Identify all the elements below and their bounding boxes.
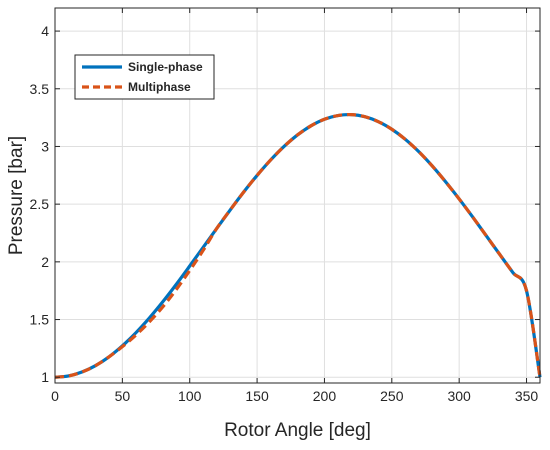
x-tick-label: 300: [447, 388, 471, 404]
legend: Single-phase Multiphase: [74, 54, 215, 100]
y-tick-label: 2: [41, 254, 49, 270]
x-tick-label: 200: [313, 388, 337, 404]
x-tick-label: 0: [51, 388, 59, 404]
y-axis-label: Pressure [bar]: [6, 136, 27, 255]
legend-box: [74, 54, 215, 100]
series-layer: [54, 112, 542, 379]
y-tick-label: 3: [41, 138, 49, 154]
x-axis-label: Rotor Angle [deg]: [224, 420, 371, 441]
legend-label-multiphase: Multiphase: [128, 80, 191, 94]
y-tick-label: 2.5: [30, 196, 50, 212]
x-tick-label: 100: [178, 388, 202, 404]
plot-frame: [54, 7, 541, 384]
y-tick-label: 1: [41, 369, 49, 385]
y-tick-label: 3.5: [30, 81, 50, 97]
x-tick-label: 150: [245, 388, 269, 404]
legend-label-single-phase: Single-phase: [128, 60, 203, 74]
y-tick-label: 4: [41, 23, 49, 39]
x-tick-label: 350: [515, 388, 539, 404]
y-tick-label: 1.5: [30, 312, 50, 328]
series-line-multiphase: [54, 112, 542, 379]
x-tick-label: 50: [115, 388, 131, 404]
tick-layer: 0 50 100 150 200 250 300 350 1 1.5 2 2.5 3 3.5 4: [30, 8, 540, 404]
x-tick-label: 250: [380, 388, 404, 404]
